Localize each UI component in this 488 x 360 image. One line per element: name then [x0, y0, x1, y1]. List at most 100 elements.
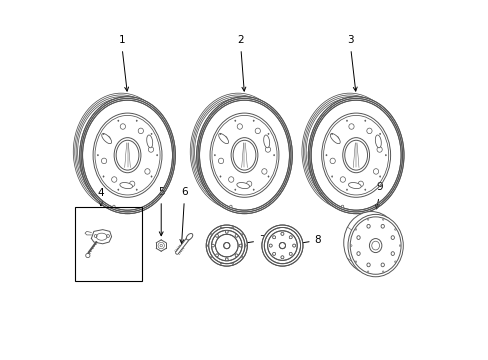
- Text: 4: 4: [98, 188, 104, 198]
- Ellipse shape: [265, 147, 270, 152]
- Ellipse shape: [255, 128, 260, 134]
- Ellipse shape: [215, 254, 218, 257]
- Ellipse shape: [289, 252, 291, 255]
- Ellipse shape: [272, 252, 275, 255]
- Ellipse shape: [261, 169, 266, 174]
- Ellipse shape: [281, 233, 284, 235]
- Text: 8: 8: [314, 235, 320, 245]
- Ellipse shape: [129, 181, 135, 186]
- Ellipse shape: [366, 128, 371, 134]
- Ellipse shape: [136, 120, 137, 121]
- Ellipse shape: [241, 234, 242, 235]
- Ellipse shape: [211, 244, 214, 247]
- Ellipse shape: [151, 176, 152, 177]
- Ellipse shape: [211, 244, 214, 247]
- Ellipse shape: [218, 158, 223, 164]
- Ellipse shape: [146, 135, 152, 148]
- Ellipse shape: [244, 245, 246, 246]
- Ellipse shape: [357, 181, 363, 186]
- Ellipse shape: [218, 134, 228, 144]
- Ellipse shape: [347, 215, 403, 277]
- Text: 6: 6: [181, 186, 187, 197]
- Ellipse shape: [281, 256, 284, 259]
- Ellipse shape: [399, 245, 400, 246]
- Ellipse shape: [325, 154, 326, 156]
- Ellipse shape: [253, 120, 254, 121]
- Ellipse shape: [366, 263, 369, 267]
- Ellipse shape: [390, 236, 394, 239]
- Ellipse shape: [380, 263, 384, 267]
- Ellipse shape: [239, 244, 242, 247]
- Ellipse shape: [281, 233, 284, 235]
- Ellipse shape: [222, 136, 227, 142]
- Ellipse shape: [228, 177, 233, 182]
- Text: 3: 3: [347, 35, 353, 45]
- Ellipse shape: [231, 227, 233, 228]
- Ellipse shape: [382, 271, 383, 273]
- Ellipse shape: [348, 183, 361, 189]
- Ellipse shape: [156, 154, 158, 156]
- Ellipse shape: [329, 158, 335, 164]
- Ellipse shape: [210, 234, 212, 235]
- Ellipse shape: [379, 176, 380, 177]
- Ellipse shape: [102, 133, 104, 135]
- Ellipse shape: [394, 261, 395, 262]
- Ellipse shape: [355, 229, 356, 230]
- Ellipse shape: [356, 236, 360, 239]
- Text: 9: 9: [375, 183, 382, 192]
- Ellipse shape: [267, 133, 268, 135]
- Ellipse shape: [364, 120, 365, 121]
- Ellipse shape: [207, 245, 208, 246]
- Ellipse shape: [151, 133, 152, 135]
- Ellipse shape: [340, 177, 345, 182]
- Ellipse shape: [376, 147, 382, 152]
- Ellipse shape: [186, 234, 192, 240]
- Ellipse shape: [348, 124, 353, 129]
- Ellipse shape: [231, 263, 233, 264]
- Ellipse shape: [80, 97, 175, 214]
- Ellipse shape: [207, 245, 208, 246]
- Ellipse shape: [246, 181, 251, 186]
- Ellipse shape: [220, 263, 221, 264]
- Ellipse shape: [382, 219, 383, 220]
- Ellipse shape: [263, 135, 269, 148]
- Ellipse shape: [385, 154, 386, 156]
- Ellipse shape: [220, 176, 221, 177]
- Text: 7: 7: [258, 235, 265, 245]
- Ellipse shape: [235, 234, 237, 237]
- Ellipse shape: [307, 97, 403, 214]
- Ellipse shape: [267, 176, 268, 177]
- Ellipse shape: [236, 183, 249, 189]
- Ellipse shape: [118, 189, 119, 190]
- Ellipse shape: [253, 189, 254, 190]
- Ellipse shape: [269, 244, 272, 247]
- Ellipse shape: [97, 154, 98, 156]
- Ellipse shape: [366, 224, 369, 228]
- Ellipse shape: [346, 120, 347, 121]
- Ellipse shape: [269, 244, 272, 247]
- Text: 5: 5: [158, 186, 164, 197]
- Ellipse shape: [111, 177, 117, 182]
- Ellipse shape: [380, 224, 384, 228]
- Ellipse shape: [206, 225, 247, 266]
- Ellipse shape: [215, 234, 218, 237]
- Ellipse shape: [105, 136, 110, 142]
- Ellipse shape: [120, 124, 125, 129]
- Ellipse shape: [373, 169, 378, 174]
- Ellipse shape: [229, 205, 232, 207]
- Ellipse shape: [235, 254, 237, 257]
- Ellipse shape: [234, 189, 235, 190]
- Ellipse shape: [225, 258, 227, 261]
- Ellipse shape: [136, 189, 137, 190]
- Ellipse shape: [239, 244, 242, 247]
- Ellipse shape: [138, 128, 143, 134]
- Ellipse shape: [237, 124, 242, 129]
- Ellipse shape: [210, 234, 212, 235]
- Ellipse shape: [333, 136, 338, 142]
- Ellipse shape: [235, 234, 237, 237]
- Ellipse shape: [346, 189, 347, 190]
- Ellipse shape: [220, 133, 221, 135]
- Ellipse shape: [113, 205, 115, 207]
- Ellipse shape: [375, 135, 381, 148]
- Ellipse shape: [210, 256, 212, 257]
